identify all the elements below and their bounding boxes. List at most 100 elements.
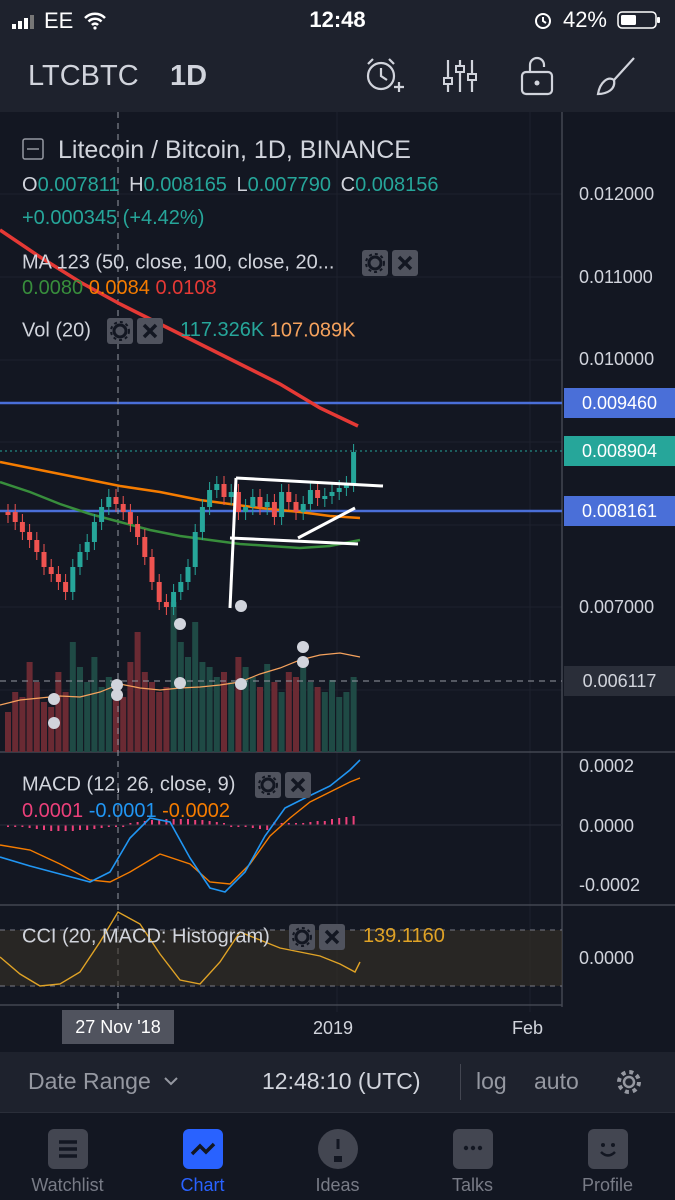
alarm-add-icon[interactable]: [360, 54, 404, 98]
candle-body: [315, 490, 321, 498]
settings-gear-icon[interactable]: [615, 1068, 643, 1096]
volume-bar: [343, 692, 350, 752]
symbol-selector[interactable]: LTCBTC: [28, 60, 139, 92]
legend-cci[interactable]: CCI (20, MACD: Histogram) 139.1160: [22, 924, 445, 950]
candle-body: [55, 574, 61, 582]
candle-body: [185, 567, 191, 582]
candle-body: [106, 497, 112, 507]
tab-profile[interactable]: Profile: [540, 1113, 675, 1200]
volume-bar: [62, 692, 69, 752]
legend-ma[interactable]: MA 123 (50, close, 100, close, 20...: [22, 250, 418, 276]
ma-label: MA 123 (50, close, 100, close, 20...: [22, 251, 335, 274]
candle-body: [70, 567, 76, 592]
macd-histogram-bar: [259, 825, 261, 829]
volume-bar: [105, 677, 112, 752]
date-range-button[interactable]: Date Range: [28, 1068, 179, 1095]
macd-histogram-bar: [14, 825, 17, 827]
macd-histogram-bar: [50, 825, 53, 831]
candle-body: [120, 504, 126, 512]
collapse-legend-icon[interactable]: [22, 138, 44, 160]
ma-slow-value: 0.0108: [155, 277, 217, 299]
legend-volume[interactable]: Vol (20) 117.326K 107.089K: [22, 318, 355, 344]
candle-body: [77, 552, 83, 567]
candle-body: [163, 602, 169, 607]
interval-selector[interactable]: 1D: [170, 60, 208, 92]
volume-bar: [33, 682, 40, 752]
cci-axis-label: 0.0000: [579, 948, 635, 968]
macd-axis-label: -0.0002: [579, 875, 641, 895]
price-tag-support[interactable]: 0.008161: [564, 496, 675, 526]
macd-histogram-bar: [208, 821, 211, 825]
macd-histogram-bar: [28, 825, 31, 828]
macd-histogram-bar: [194, 820, 197, 825]
candle-body: [84, 542, 90, 552]
tab-label: Chart: [180, 1175, 225, 1195]
macd-histogram-bar: [187, 819, 189, 825]
macd-remove-icon[interactable]: [284, 772, 311, 798]
candle-body: [149, 557, 155, 582]
macd-histogram-bar: [237, 825, 240, 827]
legend-macd[interactable]: MACD (12, 26, close, 9): [22, 772, 311, 798]
tab-watchlist[interactable]: Watchlist: [0, 1113, 135, 1200]
macd-histogram-bar: [244, 825, 247, 827]
drawing-handles: [48, 600, 309, 729]
auto-scale-toggle[interactable]: auto: [534, 1068, 579, 1094]
tab-label: Ideas: [315, 1175, 360, 1195]
unlock-icon[interactable]: [516, 54, 560, 98]
macd-histogram-bar: [136, 822, 139, 825]
legend-ma-values: 0.0080 0.0084 0.0108: [22, 277, 217, 300]
drawing-brush-icon[interactable]: [594, 54, 638, 98]
price-tag-resistance[interactable]: 0.009460: [564, 388, 675, 418]
candle-body: [99, 507, 105, 522]
macd-histogram-bar: [86, 825, 89, 830]
vol-value: 117.326K: [180, 319, 265, 342]
tab-talks[interactable]: Talks: [405, 1113, 540, 1200]
legend-title[interactable]: Litecoin / Bitcoin, 1D, BINANCE: [22, 136, 411, 165]
candle-body: [171, 592, 177, 607]
macd-histogram-bar: [35, 825, 38, 829]
ohlc-low: 0.007790: [247, 174, 332, 196]
chart-canvas[interactable]: [0, 112, 675, 1050]
price-axis-label: 0.007000: [579, 597, 655, 617]
volume-bar: [120, 697, 127, 752]
volume-bar: [149, 682, 155, 752]
macd-signal-value: -0.0002: [162, 800, 230, 822]
indicators-icon[interactable]: [438, 54, 482, 98]
candle-body: [127, 512, 133, 524]
volume-bar: [336, 697, 343, 752]
tab-label: Talks: [451, 1175, 493, 1195]
macd-hist-value: 0.0001: [22, 800, 84, 822]
macd-histogram-bar: [122, 825, 125, 827]
candle-body: [336, 488, 342, 492]
volume-bar: [329, 680, 335, 752]
macd-histogram-bar: [7, 825, 9, 827]
tab-ideas[interactable]: Ideas: [270, 1113, 405, 1200]
vol-remove-icon[interactable]: [136, 318, 163, 344]
battery-percent: 42%: [562, 7, 607, 32]
battery-icon: [617, 11, 660, 29]
candle-body: [178, 582, 184, 592]
chart-area[interactable]: Litecoin / Bitcoin, 1D, BINANCE O0.00781…: [0, 112, 675, 1050]
log-scale-toggle[interactable]: log: [476, 1068, 507, 1094]
tab-chart[interactable]: Chart: [135, 1113, 270, 1200]
vol-settings-icon[interactable]: [106, 318, 133, 344]
macd-histogram-bar: [280, 823, 283, 825]
ma-settings-icon[interactable]: [361, 250, 388, 276]
ma-remove-icon[interactable]: [391, 250, 418, 276]
volume-bar: [12, 692, 19, 752]
clock: 12:48: [309, 7, 366, 32]
volume-bar: [199, 662, 206, 752]
candle-body: [271, 502, 277, 517]
volume-bar: [249, 677, 256, 752]
volume-bar: [264, 664, 271, 752]
candle-body: [322, 496, 328, 499]
volume-bar: [185, 657, 191, 752]
date-range-label: Date Range: [28, 1068, 151, 1094]
cci-settings-icon[interactable]: [289, 924, 316, 950]
price-tag-last: 0.008904: [564, 436, 675, 466]
chevron-down-icon: [164, 1077, 178, 1086]
list-icon: [47, 1129, 88, 1169]
legend-change: +0.000345 (+4.42%): [22, 207, 205, 229]
macd-settings-icon[interactable]: [254, 772, 281, 798]
cci-remove-icon[interactable]: [319, 924, 346, 950]
